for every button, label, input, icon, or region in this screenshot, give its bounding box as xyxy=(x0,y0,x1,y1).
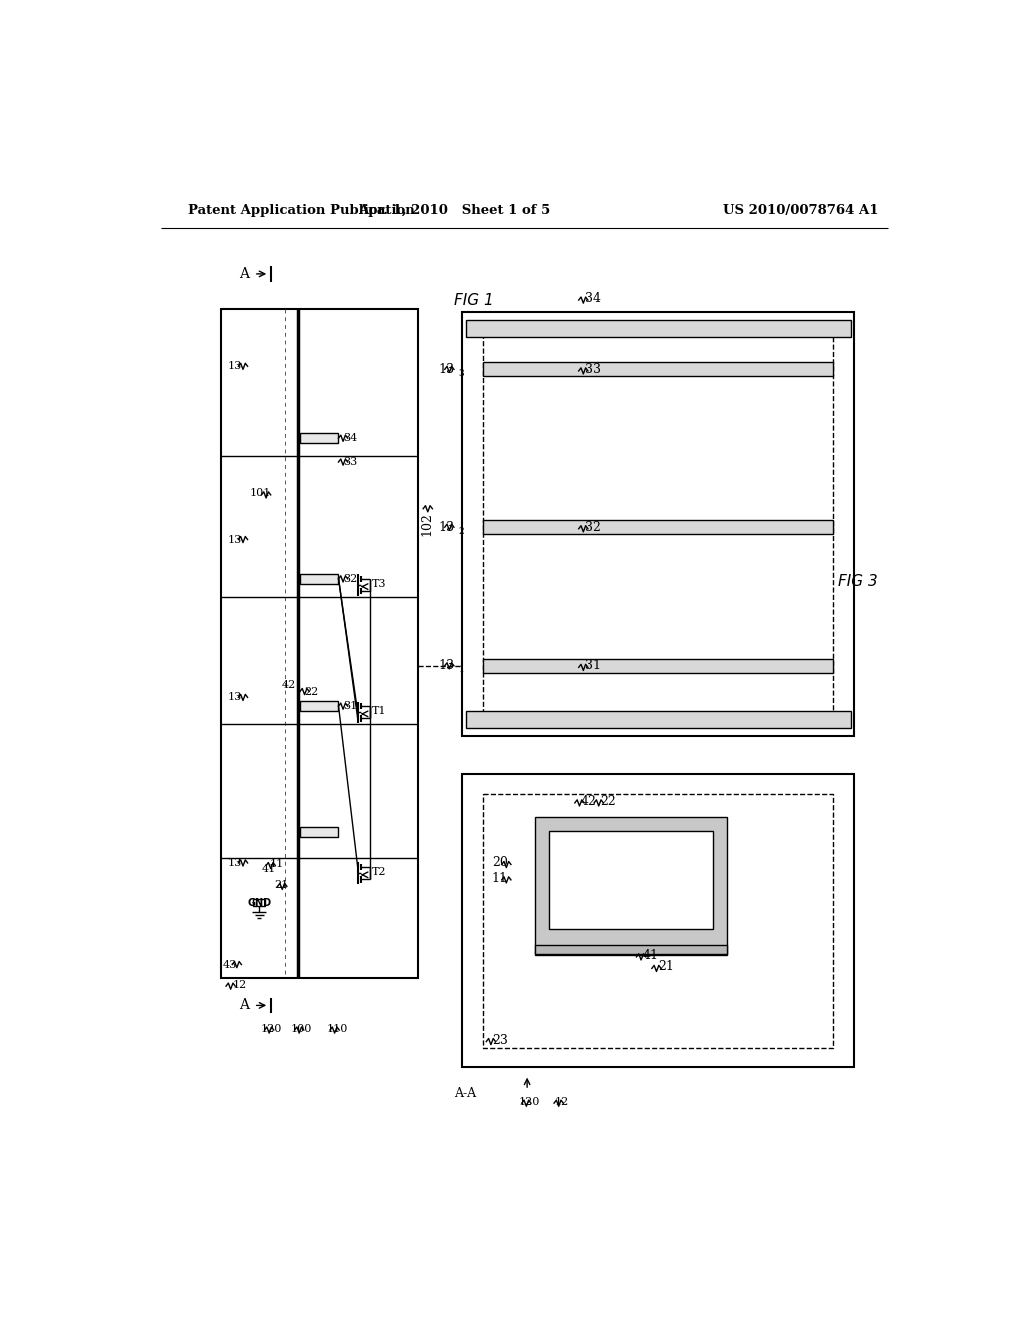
Text: 31: 31 xyxy=(585,659,601,672)
Text: A-A: A-A xyxy=(454,1088,476,1101)
Text: 23: 23 xyxy=(493,1034,508,1047)
Text: 1: 1 xyxy=(459,665,464,675)
Text: 110: 110 xyxy=(327,1023,347,1034)
Text: Apr. 1, 2010   Sheet 1 of 5: Apr. 1, 2010 Sheet 1 of 5 xyxy=(357,205,550,218)
Text: 20: 20 xyxy=(492,857,508,870)
Text: 13: 13 xyxy=(438,363,454,376)
Text: 11: 11 xyxy=(269,859,284,869)
Text: 34: 34 xyxy=(585,292,601,305)
Bar xyxy=(483,326,833,722)
Bar xyxy=(483,363,833,376)
Text: 120: 120 xyxy=(519,1097,540,1106)
Text: T3: T3 xyxy=(372,578,386,589)
Text: 120: 120 xyxy=(261,1023,283,1034)
Text: 12: 12 xyxy=(555,1097,569,1106)
Text: 13: 13 xyxy=(227,362,242,371)
Text: 41: 41 xyxy=(261,865,275,874)
Bar xyxy=(253,899,265,906)
Bar xyxy=(300,573,339,583)
Bar xyxy=(535,945,727,954)
Bar xyxy=(483,793,833,1048)
Text: 13: 13 xyxy=(438,520,454,533)
Text: 22: 22 xyxy=(600,795,616,808)
Text: 12: 12 xyxy=(232,979,247,990)
Text: GND: GND xyxy=(247,898,271,908)
Bar xyxy=(462,313,854,737)
Text: A: A xyxy=(240,998,250,1012)
Text: 22: 22 xyxy=(304,686,318,697)
Bar xyxy=(535,817,727,956)
Text: 42: 42 xyxy=(581,795,597,808)
Text: US 2010/0078764 A1: US 2010/0078764 A1 xyxy=(723,205,879,218)
Bar xyxy=(483,520,833,535)
Text: 101: 101 xyxy=(250,488,271,499)
Bar xyxy=(466,711,851,729)
Text: 13: 13 xyxy=(227,535,242,545)
Text: 32: 32 xyxy=(343,574,357,583)
Text: 31: 31 xyxy=(343,701,357,711)
Text: Patent Application Publication: Patent Application Publication xyxy=(188,205,415,218)
Bar xyxy=(466,321,851,337)
Bar xyxy=(483,659,833,673)
Text: 13: 13 xyxy=(227,858,242,869)
Text: 100: 100 xyxy=(291,1023,312,1034)
Text: 42: 42 xyxy=(282,680,296,690)
Text: T2: T2 xyxy=(372,867,386,876)
Text: A: A xyxy=(240,267,250,281)
Text: 11: 11 xyxy=(492,871,508,884)
Text: 32: 32 xyxy=(585,520,601,533)
Text: 43: 43 xyxy=(223,960,238,970)
Text: 102: 102 xyxy=(421,512,433,536)
Text: 2: 2 xyxy=(459,527,464,536)
Text: 13: 13 xyxy=(438,659,454,672)
Bar xyxy=(300,433,339,442)
Text: 41: 41 xyxy=(643,949,658,962)
Text: 34: 34 xyxy=(343,433,357,444)
Text: 33: 33 xyxy=(343,457,357,467)
Bar xyxy=(300,701,339,710)
Text: 33: 33 xyxy=(585,363,601,376)
Text: FIG 3: FIG 3 xyxy=(838,574,878,590)
Bar xyxy=(549,830,714,929)
Text: 13: 13 xyxy=(227,693,242,702)
Text: FIG 1: FIG 1 xyxy=(454,293,494,309)
Text: 21: 21 xyxy=(658,961,674,973)
Text: 3: 3 xyxy=(459,368,464,378)
Bar xyxy=(221,309,418,978)
Bar xyxy=(462,775,854,1067)
Text: 21: 21 xyxy=(273,880,288,890)
Bar xyxy=(300,828,339,837)
Text: T1: T1 xyxy=(372,706,386,715)
